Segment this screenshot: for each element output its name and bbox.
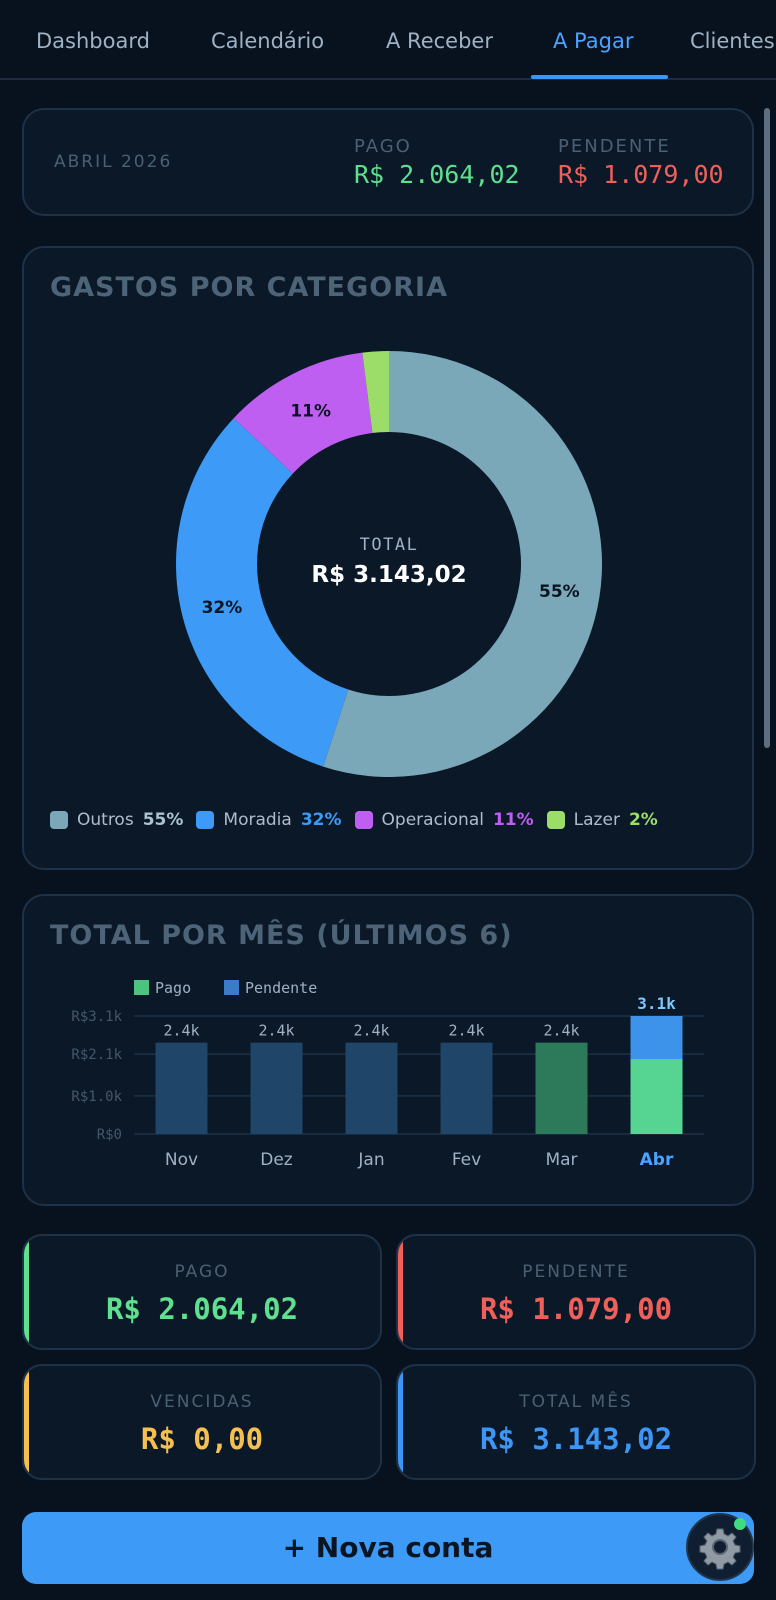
stat-value: R$ 1.079,00 [479, 1292, 673, 1326]
top-nav: Dashboard Calendário A Receber A Pagar C… [0, 0, 776, 80]
pie-slice-operacional[interactable] [233, 352, 373, 474]
y-tick-label: R$2.1k [71, 1047, 122, 1063]
pending-value: R$ 1.079,00 [558, 160, 724, 189]
x-tick-label: Abr [640, 1150, 674, 1170]
monthly-chart-card: TOTAL POR MÊS (ÚLTIMOS 6) Pago Pendente … [22, 894, 754, 1206]
legend-percent: 2% [628, 810, 658, 830]
bar-chart: Pago Pendente R$0 R$1.0k R$2.1k R$3.1k 2.4k… [71, 979, 704, 1170]
new-account-button[interactable]: + Nova conta [22, 1512, 754, 1584]
paid-label: PAGO [354, 136, 412, 157]
bar-pago-abr[interactable] [630, 1059, 683, 1134]
y-tick-label: R$3.1k [71, 1009, 122, 1025]
pie-slice-lazer[interactable] [362, 351, 389, 434]
category-legend: Outros 55% Moradia 32% Operacional 11% L… [50, 808, 671, 832]
stat-accent [398, 1236, 403, 1348]
bar-value-label: 2.4k [448, 1022, 484, 1040]
x-tick-label: Mar [545, 1150, 577, 1170]
legend-swatch [354, 811, 373, 829]
scrollbar[interactable] [764, 108, 770, 748]
x-tick-label: Jan [357, 1150, 384, 1170]
stat-card-total-mes: TOTAL MÊS R$ 3.143,02 [396, 1364, 756, 1480]
y-tick-label: R$0 [97, 1127, 122, 1143]
legend-percent: 32% [300, 810, 342, 830]
month-summary-card: ABRIL 2026 PAGO R$ 2.064,02 PENDENTE R$ … [22, 108, 754, 216]
period-label: ABRIL 2026 [54, 152, 173, 172]
bar-pendente-fev[interactable] [440, 1042, 493, 1134]
stat-value: R$ 2.064,02 [105, 1292, 299, 1326]
monthly-chart-title: TOTAL POR MÊS (ÚLTIMOS 6) [50, 920, 513, 951]
donut-center-label: TOTAL [360, 535, 419, 555]
bar-legend: Pago Pendente [134, 979, 317, 997]
bar-pago-mar[interactable] [535, 1042, 588, 1134]
legend-swatch-pago [134, 980, 149, 995]
paid-value: R$ 2.064,02 [354, 160, 520, 189]
tab-a-receber[interactable]: A Receber [386, 29, 493, 53]
stat-label: TOTAL MÊS [519, 1392, 633, 1412]
tab-a-pagar[interactable]: A Pagar [553, 29, 634, 53]
donut-chart: 55% 32% 11% TOTAL R$ 3.143,02 [176, 351, 603, 777]
category-chart-title: GASTOS POR CATEGORIA [50, 272, 448, 303]
bar-pendente-jan[interactable] [345, 1042, 398, 1134]
pending-label: PENDENTE [558, 136, 671, 157]
category-chart-card: GASTOS POR CATEGORIA 55% 32% 11% TOTAL R$ … [22, 246, 754, 870]
stat-value: R$ 0,00 [140, 1422, 264, 1456]
legend-swatch [546, 811, 565, 829]
legend-name: Outros [77, 810, 134, 830]
pie-label-operacional: 11% [290, 401, 331, 421]
legend-label-pago: Pago [155, 979, 191, 997]
stat-accent [398, 1366, 403, 1478]
status-dot [734, 1518, 746, 1530]
legend-percent: 55% [142, 810, 184, 830]
donut-center-value: R$ 3.143,02 [311, 562, 466, 588]
tab-calendario[interactable]: Calendário [211, 29, 325, 53]
stat-card-vencidas: VENCIDAS R$ 0,00 [22, 1364, 382, 1480]
legend-item-lazer: Lazer 2% [546, 810, 658, 830]
legend-item-moradia: Moradia 32% [196, 810, 342, 830]
bar-pendente-dez[interactable] [250, 1042, 303, 1134]
bar-value-label: 2.4k [163, 1022, 199, 1040]
pie-slice-moradia[interactable] [176, 418, 349, 767]
bar-pendente-abr[interactable] [630, 1016, 683, 1060]
stat-label: VENCIDAS [150, 1392, 254, 1412]
gear-icon [699, 1528, 741, 1570]
legend-item-outros: Outros 55% [50, 810, 183, 830]
active-tab-indicator [531, 75, 668, 79]
stat-accent [24, 1236, 29, 1348]
legend-name: Moradia [223, 810, 292, 830]
x-tick-label: Nov [165, 1150, 198, 1170]
pie-slice-outros[interactable] [323, 351, 603, 777]
x-tick-label: Dez [260, 1150, 293, 1170]
stat-card-pendente: PENDENTE R$ 1.079,00 [396, 1234, 756, 1350]
legend-swatch [196, 811, 215, 829]
y-tick-label: R$1.0k [71, 1089, 122, 1105]
stat-card-pago: PAGO R$ 2.064,02 [22, 1234, 382, 1350]
tab-clientes[interactable]: Clientes [690, 29, 775, 53]
legend-name: Lazer [573, 810, 620, 830]
legend-name: Operacional [381, 810, 484, 830]
legend-label-pendente: Pendente [245, 979, 317, 997]
x-tick-label: Fev [452, 1150, 481, 1170]
stat-label: PAGO [174, 1262, 230, 1282]
stat-value: R$ 3.143,02 [479, 1422, 673, 1456]
stat-label: PENDENTE [522, 1262, 630, 1282]
tab-dashboard[interactable]: Dashboard [36, 29, 150, 53]
pie-label-moradia: 32% [202, 598, 243, 618]
legend-percent: 11% [492, 810, 534, 830]
bar-value-label: 2.4k [543, 1022, 579, 1040]
legend-swatch-pendente [224, 980, 239, 995]
legend-swatch [50, 811, 68, 829]
bar-value-label: 3.1k [637, 994, 676, 1013]
bar-value-label: 2.4k [353, 1022, 389, 1040]
bar-value-label: 2.4k [258, 1022, 294, 1040]
pie-label-outros: 55% [539, 582, 580, 602]
legend-item-operacional: Operacional 11% [354, 810, 534, 830]
bar-pendente-nov[interactable] [155, 1042, 208, 1134]
stat-accent [24, 1366, 29, 1478]
